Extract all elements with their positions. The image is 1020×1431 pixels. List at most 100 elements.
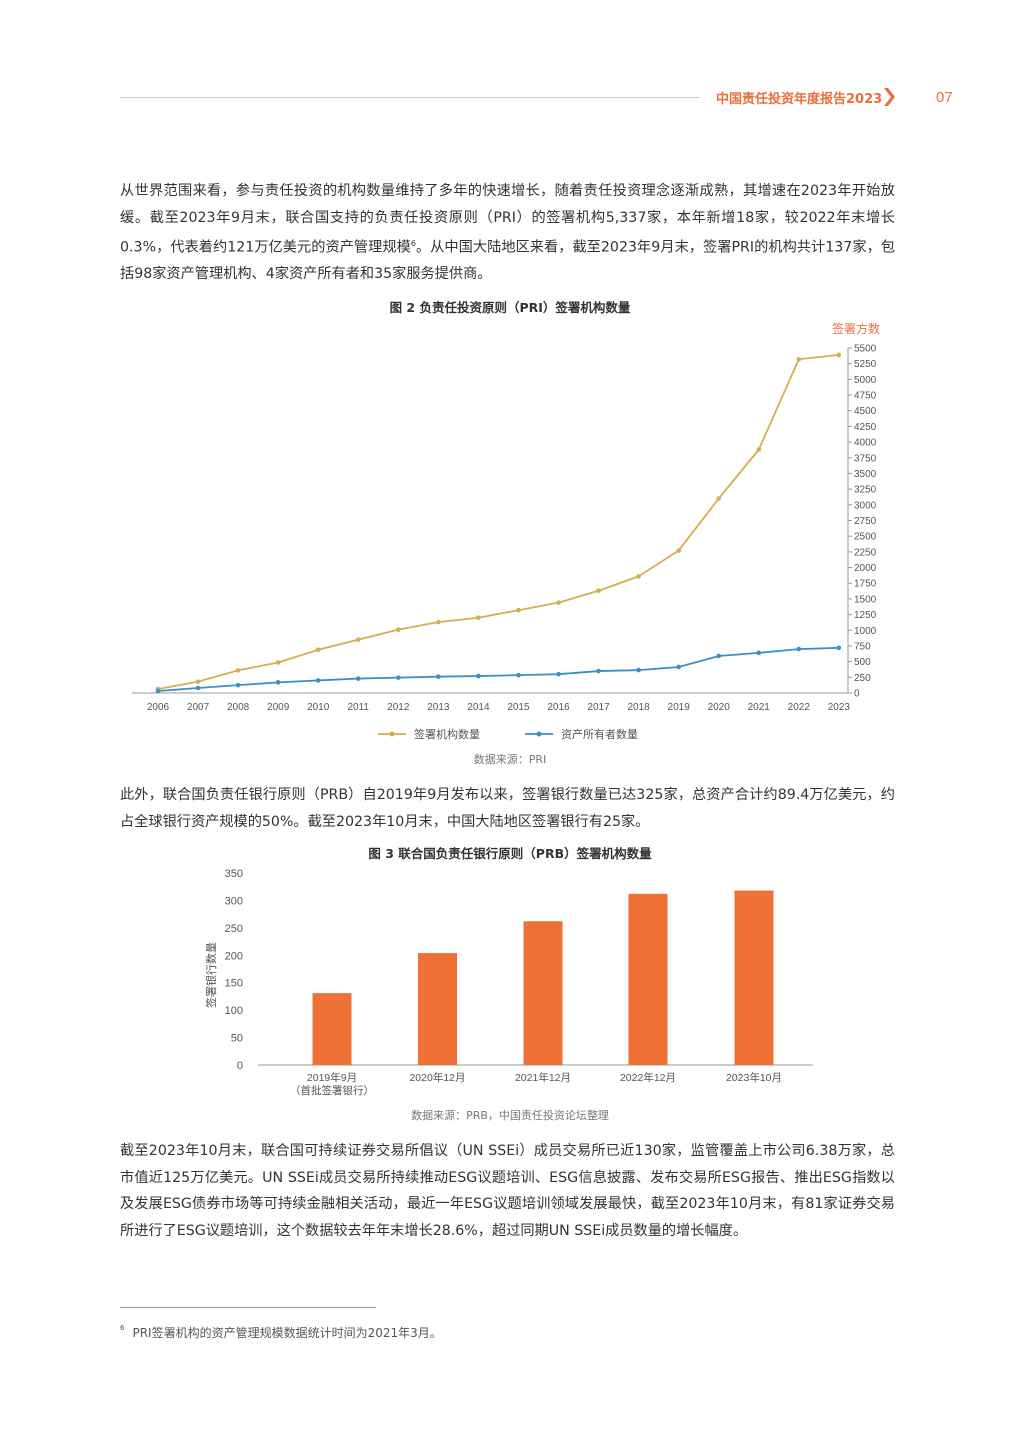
bar (523, 921, 563, 1065)
y-tick-label: 4500 (854, 406, 877, 417)
x-tick-label: 2019 (668, 702, 691, 713)
y-tick-label: 500 (854, 657, 871, 668)
y-tick-label: 0 (854, 689, 860, 700)
data-point (596, 588, 601, 594)
y-tick-label: 150 (225, 978, 243, 990)
y-tick-label: 250 (225, 923, 243, 935)
y-tick-label: 5500 (854, 344, 877, 355)
footnote-text: PRI签署机构的资产管理规模数据统计时间为2021年3月。 (132, 1326, 442, 1340)
legend-marker (536, 731, 542, 737)
x-tick-label: 2008 (227, 702, 250, 713)
data-point (836, 352, 842, 358)
y-tick-label: 3000 (854, 500, 877, 511)
y-tick-label: 2500 (854, 532, 877, 543)
paragraph-pri-text: 从世界范围来看，参与责任投资的机构数量维持了多年的快速增长，随着责任投资理念逐渐… (120, 183, 895, 256)
figure3-source: 数据来源：PRB，中国责任投资论坛整理 (411, 1109, 609, 1122)
data-point (676, 548, 681, 553)
data-point (155, 688, 161, 694)
legend-label: 资产所有者数量 (561, 727, 638, 741)
data-point (636, 667, 641, 673)
y-tick-label: 3750 (854, 453, 877, 464)
data-point (436, 619, 441, 625)
y-tick-label: 300 (225, 895, 243, 907)
y-tick-label: 2250 (854, 547, 877, 558)
data-point (235, 682, 241, 688)
y-tick-label: 5000 (854, 375, 877, 386)
y-tick-label: 100 (225, 1005, 243, 1017)
data-point (355, 676, 361, 681)
x-tick-label: 2007 (187, 702, 210, 713)
pri-line-chart: 签署方数 0 250 500 750 1000 1250 1500 1750 2000 2250 25… (132, 321, 880, 741)
data-point (436, 674, 441, 679)
y-tick-label: 1500 (854, 594, 877, 605)
x-tick-label: 2010 (307, 702, 330, 713)
y-tick-label: 750 (854, 641, 871, 652)
x-tick-label: 2009 (267, 702, 290, 713)
x-tick-label: 2017 (587, 702, 610, 713)
y-tick-label: 4750 (854, 391, 877, 402)
data-point (516, 672, 521, 678)
x-tick-label: 2012 (387, 702, 410, 713)
paragraph-ssei: 截至2023年10月末，联合国可持续证券交易所倡议（UN SSEi）成员交易所已… (120, 1143, 895, 1239)
x-tick-label: 2016 (547, 702, 570, 713)
data-point (275, 680, 281, 685)
x-tick-label: 2013 (427, 702, 450, 713)
prb-bar-chart: 0 50 100 150 200 250 300 350 签署银行数量 2019年9月（首批签署银… (204, 868, 813, 1097)
y-tick-label: 1750 (854, 579, 877, 590)
data-point (756, 650, 762, 656)
data-point (235, 668, 241, 673)
y-tick-label: 250 (854, 673, 871, 684)
paragraph-pri: 从世界范围来看，参与责任投资的机构数量维持了多年的快速增长，随着责任投资理念逐渐… (120, 178, 895, 288)
data-point (716, 496, 721, 501)
data-point (195, 679, 201, 684)
x-tick-label: 2014 (467, 702, 490, 713)
series-line (157, 354, 839, 690)
data-point (676, 664, 681, 670)
data-point (636, 574, 641, 579)
x-tick-label: 2011 (347, 702, 369, 713)
y-tick-label: 5250 (854, 359, 877, 370)
data-point (516, 607, 521, 613)
paragraph-pri-tail: 。从中国大陆地区来看，截至2023年9月末，签署PRI的机构共计137家，包括9… (120, 239, 896, 283)
data-point (315, 678, 321, 683)
x-tick-label: 2018 (627, 702, 650, 713)
y-tick-label: 1250 (854, 610, 877, 621)
data-point (756, 447, 762, 452)
y-axis-label: 签署方数 (832, 321, 880, 336)
header-rule (120, 97, 700, 98)
series-line (157, 646, 839, 692)
data-point (796, 356, 802, 362)
bar (628, 893, 668, 1065)
data-point (476, 673, 481, 679)
footnote-ref: 6 (410, 239, 416, 248)
footnote-rule (120, 1307, 376, 1308)
figure3-title: 图 3 联合国负责任银行原则（PRB）签署机构数量 (368, 846, 652, 861)
x-tick-label: 2023年10月 (726, 1071, 782, 1084)
figure2-title: 图 2 负责任投资原则（PRI）签署机构数量 (389, 300, 631, 315)
page-number: 07 (936, 89, 953, 106)
x-tick-label: 2021 (748, 702, 771, 713)
legend-marker (389, 731, 395, 737)
data-point (716, 653, 721, 659)
x-tick-label: 2015 (507, 702, 530, 713)
footnote: 6 PRI签署机构的资产管理规模数据统计时间为2021年3月。 (120, 1324, 442, 1341)
data-point (836, 645, 842, 651)
legend-label: 签署机构数量 (414, 727, 480, 741)
y-tick-label: 4250 (854, 422, 877, 433)
x-tick-label: 2023 (828, 702, 851, 713)
data-point (596, 668, 601, 674)
figure2-source: 数据来源：PRI (473, 753, 547, 766)
bar (734, 890, 774, 1065)
data-point (556, 600, 561, 605)
data-point (476, 615, 481, 621)
x-tick-label: 2020 (708, 702, 731, 713)
x-tick-label: 2020年12月 (409, 1071, 465, 1084)
y-tick-label: 0 (237, 1060, 243, 1072)
data-point (275, 660, 281, 665)
data-point (796, 646, 802, 652)
x-tick-label: 2022年12月 (620, 1071, 676, 1084)
y-tick-label: 1000 (854, 626, 877, 637)
y-axis-label: 签署银行数量 (204, 942, 218, 1008)
x-tick-label: 2022 (788, 702, 811, 713)
paragraph-prb: 此外，联合国负责任银行原则（PRB）自2019年9月发布以来，签署银行数量已达3… (120, 787, 895, 830)
